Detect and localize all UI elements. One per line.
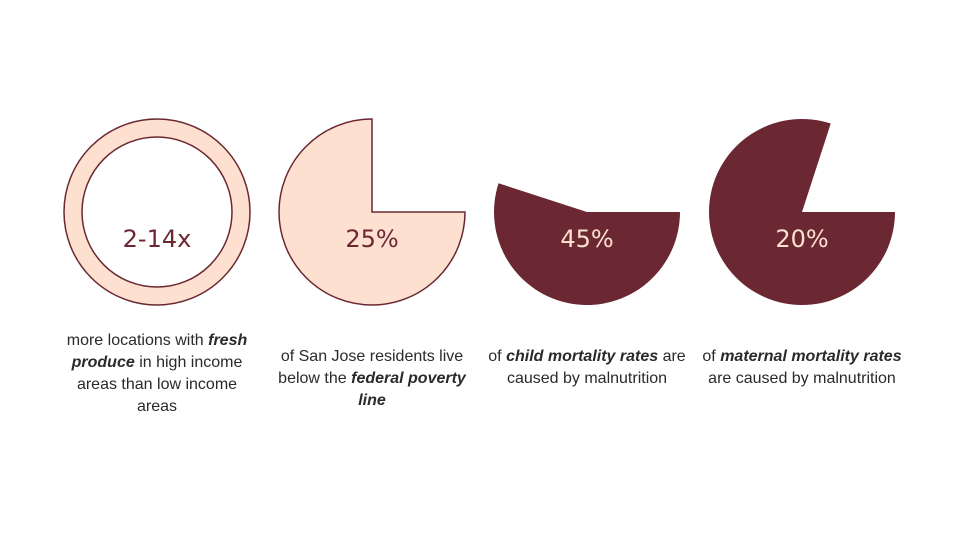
caption-4: of maternal mortality rates are caused b… <box>702 346 902 390</box>
caption-text: of <box>488 348 507 365</box>
caption-1: more locations with fresh produce in hig… <box>57 330 257 418</box>
pie-slice-4 <box>708 118 895 305</box>
caption-text: of San Jose residents live below the <box>278 348 464 387</box>
pie-slice-3 <box>494 183 680 305</box>
ring-inner <box>81 136 233 288</box>
caption-emphasis: fresh produce <box>71 332 248 371</box>
caption-emphasis: federal poverty line <box>351 370 466 409</box>
stat-value-1: 2-14x <box>123 225 192 253</box>
stat-value-2: 25% <box>345 225 398 253</box>
caption-emphasis: maternal mortality rates <box>720 348 902 365</box>
caption-3: of child mortality rates are caused by m… <box>487 346 687 390</box>
pie-slice-2 <box>278 118 466 306</box>
caption-text: in high income areas than low income are… <box>76 354 243 415</box>
caption-emphasis: child mortality rates <box>506 348 659 365</box>
stat-value-3: 45% <box>560 225 613 253</box>
stat-value-4: 20% <box>775 225 828 253</box>
caption-text: are caused by malnutrition <box>708 370 896 387</box>
caption-2: of San Jose residents live below the fed… <box>272 346 472 412</box>
caption-text: of <box>702 348 721 365</box>
caption-text: more locations with <box>66 332 209 349</box>
caption-text: are caused by malnutrition <box>506 348 686 387</box>
